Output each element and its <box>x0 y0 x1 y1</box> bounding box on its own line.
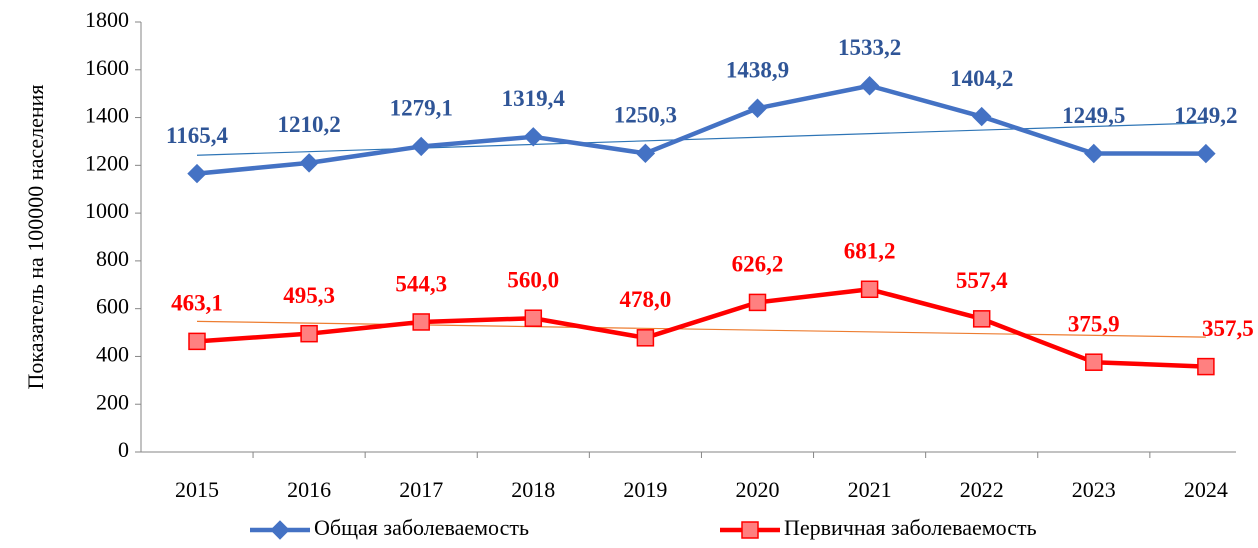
marker <box>524 309 543 327</box>
marker <box>972 310 991 328</box>
x-tick-label: 2020 <box>736 477 780 502</box>
data-label: 1249,2 <box>1174 103 1237 128</box>
data-label: 1319,4 <box>502 86 566 111</box>
marker <box>971 106 992 127</box>
y-tick-label: 200 <box>96 389 129 414</box>
trend-line <box>196 122 1206 156</box>
legend-label: Первичная заболеваемость <box>784 515 1037 540</box>
data-label: 463,1 <box>171 291 223 316</box>
y-tick-label: 1400 <box>85 103 129 128</box>
marker <box>860 280 879 299</box>
marker <box>636 329 655 347</box>
marker <box>188 332 206 351</box>
data-label: 626,2 <box>732 252 784 277</box>
data-label: 495,3 <box>283 283 335 308</box>
marker <box>1196 143 1216 164</box>
y-tick-label: 1000 <box>85 198 129 223</box>
marker <box>635 143 656 164</box>
legend-marker <box>741 521 759 539</box>
y-tick-label: 1800 <box>85 7 129 32</box>
marker <box>747 98 768 118</box>
legend-marker <box>270 520 290 540</box>
legend-label: Общая заболеваемость <box>314 515 529 540</box>
y-tick-label: 0 <box>118 437 129 462</box>
data-label: 1165,4 <box>166 123 228 148</box>
marker <box>523 127 544 147</box>
marker <box>1084 143 1104 164</box>
marker <box>859 76 880 96</box>
data-label: 375,9 <box>1068 311 1120 336</box>
marker <box>187 163 207 184</box>
x-tick-label: 2021 <box>848 477 892 502</box>
x-tick-label: 2015 <box>175 477 219 502</box>
trend-line <box>196 320 1206 338</box>
x-tick-label: 2024 <box>1184 477 1228 502</box>
y-tick-label: 1200 <box>85 150 129 175</box>
series-line <box>196 83 1206 176</box>
data-label: 357,5 <box>1202 316 1254 341</box>
marker <box>300 324 318 343</box>
data-label: 1438,9 <box>726 58 789 83</box>
x-tick-label: 2016 <box>287 477 331 502</box>
y-axis-label: Показатель на 100000 населения <box>23 84 48 389</box>
marker <box>412 313 430 331</box>
data-label: 1533,2 <box>838 35 901 60</box>
data-label: 681,2 <box>844 239 896 264</box>
x-tick-label: 2017 <box>399 477 443 502</box>
marker <box>1085 353 1103 371</box>
marker <box>1197 357 1215 376</box>
marker <box>748 293 767 312</box>
x-tick-label: 2022 <box>960 477 1004 502</box>
x-tick-label: 2018 <box>511 477 555 502</box>
data-label: 557,4 <box>956 268 1008 293</box>
y-tick-label: 400 <box>96 341 129 366</box>
data-label: 1279,1 <box>390 96 453 121</box>
y-tick-label: 1600 <box>85 55 129 80</box>
marker <box>299 153 319 173</box>
data-label: 1404,2 <box>950 66 1013 91</box>
y-tick-label: 800 <box>96 246 129 271</box>
data-label: 544,3 <box>395 271 447 296</box>
marker <box>411 136 431 157</box>
data-label: 1250,3 <box>614 103 677 128</box>
x-tick-label: 2023 <box>1072 477 1116 502</box>
data-label: 1210,2 <box>277 112 340 137</box>
series-line <box>196 287 1206 369</box>
data-label: 560,0 <box>507 268 559 293</box>
y-tick-label: 600 <box>96 294 129 319</box>
data-label: 1249,5 <box>1062 103 1125 128</box>
x-tick-label: 2019 <box>623 477 667 502</box>
data-label: 478,0 <box>620 287 672 312</box>
